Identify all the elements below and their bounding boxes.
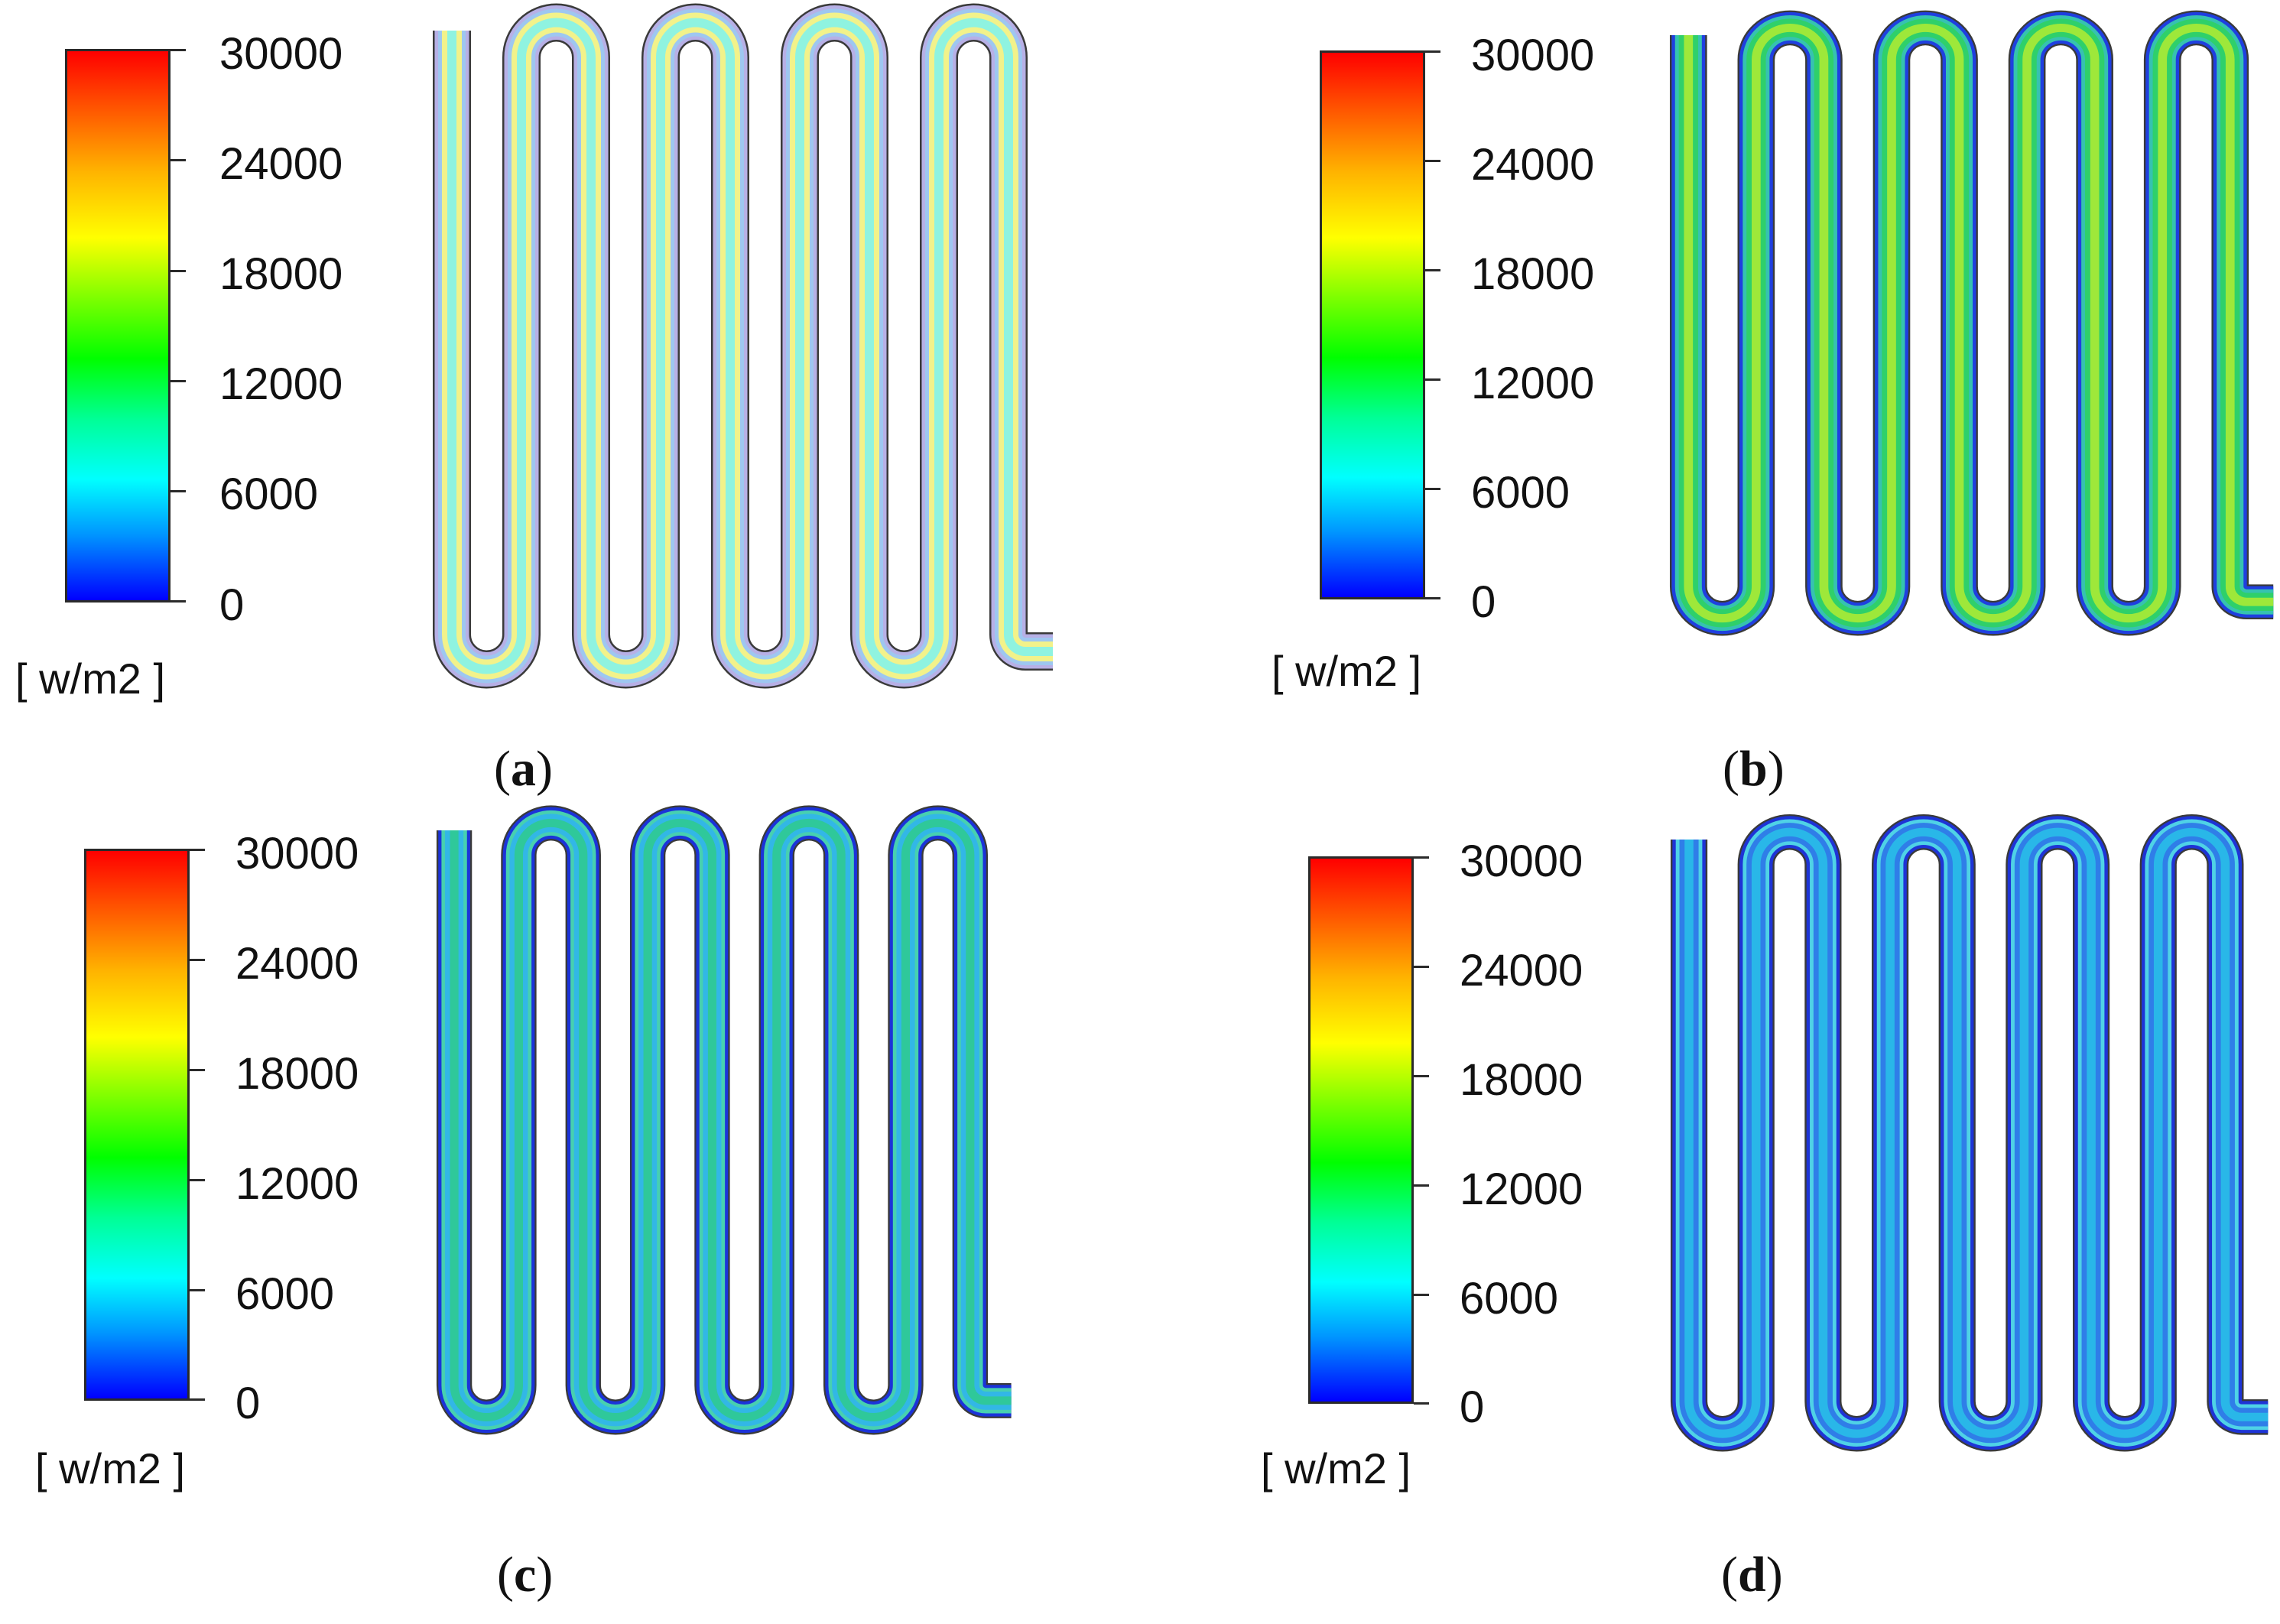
colorbar <box>84 849 190 1401</box>
tick-label: 0 <box>235 1379 261 1428</box>
tick-label: 24000 <box>1460 946 1583 996</box>
tick-mark <box>171 600 186 603</box>
caption-d: (d) <box>1721 1547 1783 1603</box>
tick-mark <box>1414 856 1429 859</box>
serpentine-channel <box>1670 814 2269 1452</box>
caption-c: (c) <box>497 1547 554 1603</box>
panel-a: 30000 24000 18000 12000 6000 0 [ w/m2 ] … <box>0 0 1140 812</box>
tick-label: 0 <box>219 580 245 630</box>
tick-mark <box>1425 488 1440 490</box>
serpentine-channel <box>1669 10 2274 636</box>
channel-edge-region <box>438 8 1053 684</box>
unit-label: [ w/m2 ] <box>35 1444 186 1492</box>
tick-label: 18000 <box>1471 249 1595 299</box>
unit-label: [ w/m2 ] <box>1261 1444 1411 1492</box>
tick-mark <box>190 1179 205 1181</box>
channel-wall-region <box>1672 816 2269 1450</box>
tick-mark <box>171 270 186 272</box>
tick-mark <box>1425 269 1440 271</box>
channel-band-region <box>442 12 1053 680</box>
tick-mark <box>190 1069 205 1071</box>
tick-label: 6000 <box>1460 1274 1559 1324</box>
channel-wall-region <box>434 5 1053 687</box>
tick-label: 30000 <box>1460 836 1583 886</box>
channel-core-region <box>447 18 1053 674</box>
channel-core-region <box>450 818 1012 1421</box>
panel-d: 30000 24000 18000 12000 6000 0 [ w/m2 ] … <box>1140 812 2280 1624</box>
channel-edge-region <box>1674 15 2274 631</box>
channel-outline <box>1670 814 2269 1452</box>
tick-label: 24000 <box>1471 140 1595 190</box>
tick-label: 0 <box>1460 1382 1485 1432</box>
tick-label: 24000 <box>219 139 343 189</box>
channel-outline <box>436 805 1012 1435</box>
tick-mark <box>1414 1184 1429 1187</box>
tick-label: 12000 <box>1471 359 1595 408</box>
colorbar <box>1320 50 1425 599</box>
tick-mark <box>190 959 205 961</box>
tick-mark <box>171 159 186 161</box>
colorbar <box>65 49 171 603</box>
tick-label: 18000 <box>219 249 343 299</box>
serpentine-channel <box>433 3 1053 689</box>
tick-mark <box>1425 597 1440 599</box>
channel-band-region <box>1678 18 2274 628</box>
tick-label: 12000 <box>235 1159 359 1209</box>
tick-label: 6000 <box>1471 468 1570 518</box>
tick-mark <box>190 849 205 851</box>
tick-mark <box>1425 378 1440 381</box>
caption-a: (a) <box>494 741 553 797</box>
panel-b: 30000 24000 18000 12000 6000 0 [ w/m2 ] … <box>1140 0 2280 812</box>
channel-edge-region <box>1675 819 2269 1447</box>
colorbar <box>1308 856 1414 1404</box>
channel-core-region <box>1684 24 2274 623</box>
tick-mark <box>171 380 186 382</box>
tick-mark <box>1425 160 1440 162</box>
tick-label: 18000 <box>235 1049 359 1099</box>
channel-wall-region <box>438 807 1012 1434</box>
tick-mark <box>171 49 186 51</box>
tick-label: 24000 <box>235 939 359 989</box>
panel-c: 30000 24000 18000 12000 6000 0 [ w/m2 ] … <box>0 805 1140 1624</box>
tick-mark <box>190 1289 205 1291</box>
tick-label: 18000 <box>1460 1055 1583 1105</box>
tick-label: 6000 <box>235 1269 335 1319</box>
tick-mark <box>1414 1294 1429 1296</box>
tick-mark <box>1425 50 1440 53</box>
unit-label: [ w/m2 ] <box>15 654 166 703</box>
tick-mark <box>171 490 186 492</box>
channel-core-region <box>1684 827 2269 1438</box>
tick-label: 30000 <box>235 829 359 879</box>
channel-edge-region <box>441 810 1012 1430</box>
tick-mark <box>1414 1402 1429 1405</box>
serpentine-channel <box>436 805 1012 1435</box>
channel-band-region <box>1679 823 2269 1444</box>
channel-outline <box>433 3 1053 689</box>
tick-label: 30000 <box>1471 31 1595 80</box>
unit-label: [ w/m2 ] <box>1272 647 1422 695</box>
tick-label: 12000 <box>1460 1164 1583 1214</box>
channel-wall-region <box>1671 11 2274 635</box>
tick-mark <box>190 1398 205 1401</box>
tick-label: 30000 <box>219 29 343 79</box>
channel-band-region <box>445 814 1012 1427</box>
tick-mark <box>1414 1075 1429 1077</box>
channel-outline <box>1669 10 2274 636</box>
tick-mark <box>1414 966 1429 968</box>
tick-label: 6000 <box>219 469 319 519</box>
tick-label: 12000 <box>219 359 343 409</box>
caption-b: (b) <box>1723 741 1785 797</box>
tick-label: 0 <box>1471 577 1496 627</box>
